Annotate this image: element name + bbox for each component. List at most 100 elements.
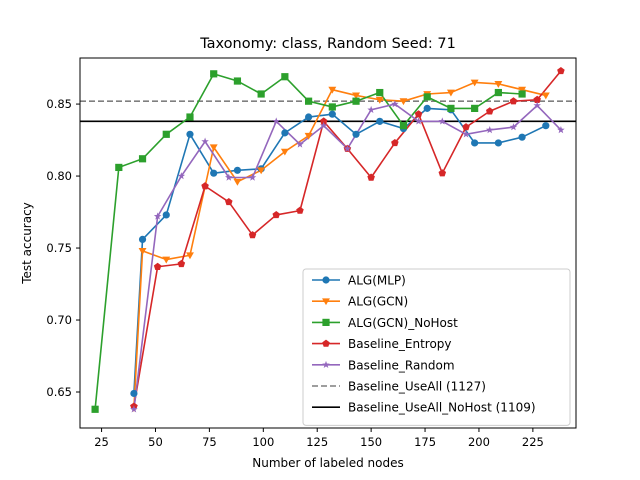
x-tick-label: 100 <box>252 435 274 449</box>
data-point <box>319 121 328 129</box>
legend-marker <box>322 339 330 347</box>
data-point <box>557 126 565 134</box>
chart-title: Taxonomy: class, Random Seed: 71 <box>199 36 456 52</box>
data-point <box>494 88 502 97</box>
data-point <box>153 212 162 220</box>
data-point <box>130 389 138 398</box>
data-point <box>343 144 352 152</box>
data-point <box>233 166 242 174</box>
y-tick-label: 0.75 <box>46 241 72 255</box>
data-point <box>352 92 360 100</box>
x-tick-label: 150 <box>360 435 382 449</box>
y-axis: 0.65 0.70 0.75 0.80 0.85 <box>46 97 80 399</box>
data-point <box>414 117 423 125</box>
data-point <box>518 133 526 141</box>
data-point <box>328 110 336 118</box>
legend-label: Baseline_Random <box>348 358 455 372</box>
data-point <box>414 110 423 118</box>
data-point <box>438 117 447 125</box>
legend-label: ALG(MLP) <box>348 274 406 288</box>
data-point <box>153 262 162 270</box>
data-point <box>210 70 218 78</box>
data-point <box>423 93 431 101</box>
x-tick-label: 125 <box>306 435 328 449</box>
data-point <box>518 90 526 98</box>
data-point <box>375 96 384 104</box>
data-point <box>462 123 470 131</box>
data-point <box>319 117 328 125</box>
data-point <box>272 117 281 125</box>
data-point <box>201 182 209 190</box>
data-point <box>471 139 479 147</box>
x-tick-label: 225 <box>522 435 544 449</box>
data-point <box>210 169 218 177</box>
data-point <box>352 97 360 105</box>
data-point <box>115 163 123 172</box>
data-point <box>296 140 304 148</box>
data-point <box>494 81 503 88</box>
data-point <box>376 88 384 97</box>
legend-marker <box>322 276 330 284</box>
data-point <box>518 86 527 94</box>
x-tick-label: 75 <box>202 435 217 449</box>
data-point <box>352 130 360 138</box>
data-point <box>470 79 479 87</box>
data-point <box>391 138 399 147</box>
data-point <box>186 113 194 121</box>
data-point <box>533 95 541 103</box>
data-point <box>494 139 502 147</box>
data-point <box>257 167 266 175</box>
x-tick-label: 50 <box>148 435 163 449</box>
plot-frame <box>79 57 577 429</box>
data-point <box>485 126 494 134</box>
data-point <box>186 130 194 138</box>
data-point <box>177 259 186 268</box>
data-point <box>367 173 375 181</box>
data-point <box>447 104 455 112</box>
data-point <box>542 122 550 130</box>
data-point <box>138 248 147 255</box>
data-point <box>399 122 408 130</box>
data-point <box>438 169 447 177</box>
x-axis-label: Number of labeled nodes <box>252 456 403 470</box>
x-tick-label: 25 <box>94 435 109 449</box>
data-point <box>328 86 337 94</box>
data-point <box>162 256 171 264</box>
data-point <box>186 252 194 260</box>
legend-label: Baseline_UseAll_NoHost (1109) <box>348 401 536 415</box>
data-point <box>462 130 470 138</box>
data-point <box>177 172 186 180</box>
data-point <box>391 100 399 108</box>
data-point <box>257 90 265 98</box>
data-point <box>162 130 170 138</box>
legend-marker <box>322 298 330 306</box>
y-tick-label: 0.70 <box>46 313 72 327</box>
data-point <box>485 107 494 115</box>
data-point <box>130 405 138 413</box>
data-point <box>533 101 541 109</box>
data-point <box>138 155 147 163</box>
data-point <box>367 105 375 114</box>
data-point <box>376 117 384 125</box>
legend-label: Baseline_Entropy <box>348 337 452 351</box>
y-axis-label: Test accuracy <box>20 202 34 285</box>
y-tick-label: 0.85 <box>46 97 72 111</box>
legend-box <box>302 268 571 426</box>
data-point <box>138 235 147 244</box>
data-point <box>201 137 209 145</box>
data-point <box>541 92 550 100</box>
legend-label: ALG(GCN)_NoHost <box>348 316 458 330</box>
legend-label: ALG(GCN) <box>348 295 408 309</box>
legend-label: Baseline_UseAll (1127) <box>348 380 486 394</box>
data-point <box>399 98 408 106</box>
data-point <box>446 89 455 97</box>
data-point <box>209 144 218 152</box>
data-point <box>91 405 99 413</box>
data-point <box>557 67 565 75</box>
data-point <box>225 173 233 181</box>
y-tick-label: 0.65 <box>46 385 72 399</box>
data-point <box>509 97 518 105</box>
data-point <box>423 104 431 112</box>
data-point <box>281 73 289 81</box>
